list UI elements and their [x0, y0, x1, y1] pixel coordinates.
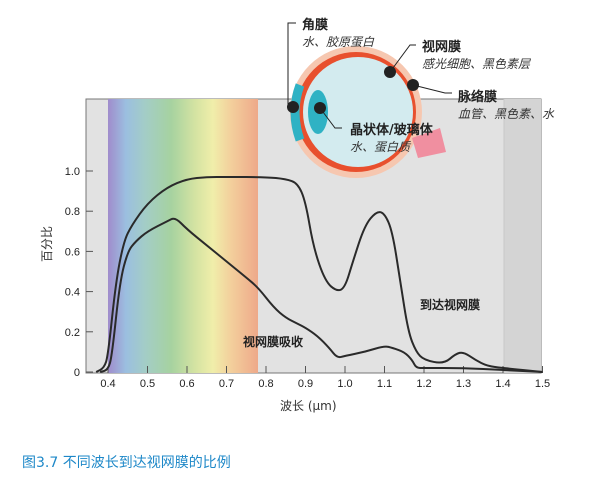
retina-annotation: 视网膜 感光细胞、黑色素层 [422, 40, 531, 71]
svg-text:0.7: 0.7 [219, 378, 234, 390]
svg-text:0.5: 0.5 [140, 378, 155, 390]
svg-text:1.3: 1.3 [456, 378, 471, 390]
eye-diagram [287, 22, 452, 178]
svg-text:1.0: 1.0 [65, 166, 80, 178]
svg-text:0.6: 0.6 [65, 246, 80, 258]
svg-text:1.2: 1.2 [416, 378, 431, 390]
svg-text:0.6: 0.6 [179, 378, 194, 390]
svg-text:0: 0 [74, 367, 80, 379]
figure-caption: 图3.7 不同波长到达视网膜的比例 [22, 455, 231, 471]
y-axis-label: 百分比 [40, 225, 54, 262]
svg-text:1.1: 1.1 [377, 378, 392, 390]
axis-tick-labels: 0.4 0.5 0.6 0.7 0.8 0.9 1.0 1.1 1.2 1.3 1.4 1.5 0 0.2… [65, 166, 550, 390]
svg-text:0.9: 0.9 [298, 378, 313, 390]
choroid-annotation: 脉络膜 血管、黑色素、水 [458, 90, 555, 121]
svg-text:0.8: 0.8 [258, 378, 273, 390]
svg-text:1.5: 1.5 [535, 378, 550, 390]
svg-text:0.4: 0.4 [100, 378, 115, 390]
svg-text:0.2: 0.2 [65, 327, 80, 339]
curve-label-reach: 到达视网膜 [420, 298, 481, 312]
svg-text:1.4: 1.4 [495, 378, 510, 390]
curve-label-absorb: 视网膜吸收 [243, 335, 304, 349]
svg-text:0.4: 0.4 [65, 287, 80, 299]
lens-annotation: 晶状体/玻璃体 水、蛋白质 [350, 123, 433, 154]
curve-retina-absorb [99, 217, 543, 373]
cornea-annotation: 角膜 水、胶原蛋白 [302, 18, 375, 49]
x-axis-label: 波长 (μm) [280, 399, 337, 413]
svg-text:0.8: 0.8 [65, 206, 80, 218]
curve-reach-retina [95, 176, 543, 373]
svg-text:1.0: 1.0 [337, 378, 352, 390]
